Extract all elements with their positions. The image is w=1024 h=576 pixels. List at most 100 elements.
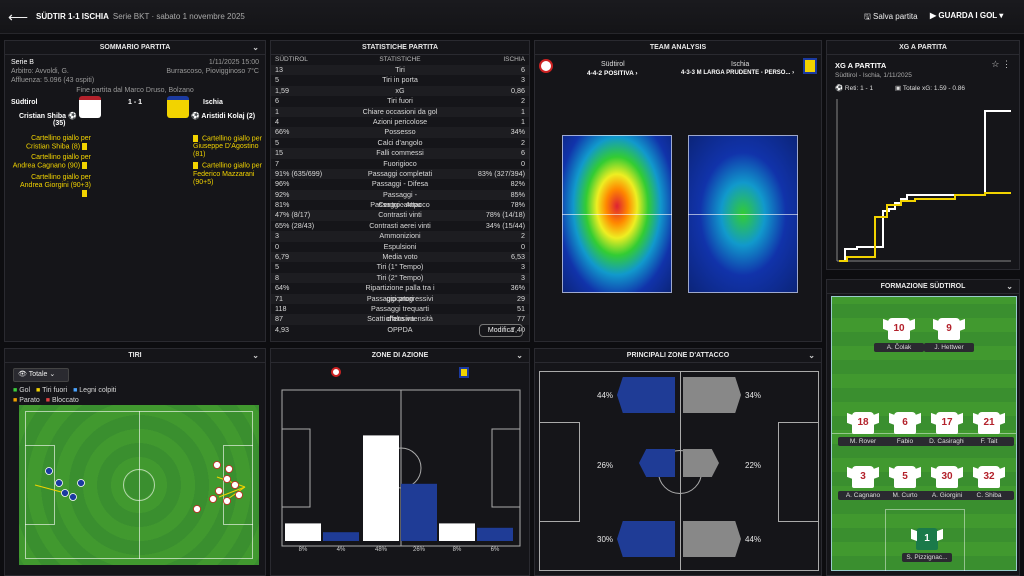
stat-home-value: 15 <box>275 148 283 158</box>
lineup-player[interactable]: 18 M. Rover <box>838 412 888 446</box>
stat-home-value: 6,79 <box>275 252 289 262</box>
stat-home-value: 118 <box>275 303 287 313</box>
modify-button[interactable]: Modifica <box>478 324 523 337</box>
stat-away-value: 2 <box>521 231 525 241</box>
home-attack-pct: 44% <box>597 391 614 400</box>
stats-row: 66% Possesso 34% <box>271 127 529 137</box>
away-kit-icon <box>167 96 189 118</box>
away-formation-link[interactable]: 4-3-3 M LARGA PRUDENTE - PERSO... › <box>681 70 795 76</box>
player-name: C. Shiba <box>964 491 1014 500</box>
chevron-down-icon[interactable]: ⌄ <box>1006 282 1013 291</box>
player-name: A. Cagnano <box>838 491 888 500</box>
home-zone-label: 48% <box>375 547 388 553</box>
lineup-player[interactable]: 17 D. Casiraghi <box>922 412 972 446</box>
home-scorer: Cristian Shiba ⚽ (35) <box>19 113 77 127</box>
chevron-down-icon[interactable]: ⌄ <box>516 351 523 360</box>
away-team-label: Ischia <box>731 61 750 68</box>
shirt-icon: 21 <box>978 412 1000 434</box>
player-name: Fabio <box>880 437 930 446</box>
home-zone-bar <box>285 523 321 541</box>
stat-away-value: 3 <box>521 262 525 272</box>
stat-name: Tiri (1° Tempo) <box>376 262 424 272</box>
stats-row: 91% (635/699) Passaggi completati 83% (327… <box>271 169 529 179</box>
player-name: F. Tait <box>964 437 1014 446</box>
save-match-button[interactable]: 🖫 Salva partita <box>864 12 918 21</box>
stat-home-value: 8 <box>275 272 279 282</box>
lineup-player[interactable]: 1 S. Pizzignac... <box>902 528 952 562</box>
star-icon[interactable]: ☆ ⋮ <box>991 59 1011 69</box>
home-card-item: Cartellino giallo per Andrea Giorgini (9… <box>11 174 91 198</box>
stats-row: 1,59 xG 0,86 <box>271 86 529 96</box>
action-zones-chart: 8% 4% 48% 26% 8% 6% <box>281 389 521 553</box>
shirt-icon: 30 <box>936 466 958 488</box>
stats-panel: STATISTICHE PARTITA SÜDTIROL STATISTICHE… <box>270 40 530 342</box>
away-card-item: Cartellino giallo per Federico Mazzarani… <box>193 162 262 186</box>
stat-away-value: 34% (15/44) <box>485 220 525 230</box>
stat-away-value: 34% <box>510 127 525 137</box>
home-formation-link[interactable]: 4-4-2 POSITIVA › <box>587 70 638 77</box>
lineup-player[interactable]: 5 M. Curto <box>880 466 930 500</box>
xg-panel: XG A PARTITA XG A PARTITA ☆ ⋮ Südtirol -… <box>826 40 1020 270</box>
stat-home-value: 47% (8/17) <box>275 210 311 220</box>
stat-home-value: 64% <box>275 283 290 293</box>
home-card-item: Cartellino giallo per Andrea Cagnano (90… <box>12 154 91 170</box>
chevron-down-icon[interactable]: ⌄ <box>808 351 815 360</box>
home-attack-pct: 30% <box>597 535 614 544</box>
home-zone-label: 8% <box>453 547 462 553</box>
away-attack-right <box>683 521 741 557</box>
lineup-player[interactable]: 6 Fabio <box>880 412 930 446</box>
away-team-name: Ischia <box>203 99 223 106</box>
stat-home-value: 71 <box>275 293 283 303</box>
stats-row: 65% (28/43) Contrasti aerei vinti 34% (15/… <box>271 221 529 231</box>
stat-home-value: 5 <box>275 137 279 147</box>
stats-row: 71 Passaggi progressivi 29 <box>271 294 529 304</box>
stat-name: OPPDA <box>387 324 413 334</box>
home-team-name: Südtirol <box>11 99 38 106</box>
watch-goals-button[interactable]: ▶ GUARDA I GOL ▾ <box>930 11 1004 20</box>
home-attack-right <box>617 521 675 557</box>
shots-pitch <box>19 405 259 565</box>
player-name: S. Pizzignac... <box>902 553 952 562</box>
stat-name: Scatti d'alta intensità <box>367 314 433 324</box>
stat-home-value: 66% <box>275 127 290 137</box>
eye-icon: 👁 <box>18 371 27 378</box>
shirt-icon: 9 <box>938 318 960 340</box>
stats-row: 6 Tiri fuori 2 <box>271 96 529 106</box>
page-title: SÜDTIR 1-1 ISCHIA Serie BKT · sabato 1 no… <box>36 12 245 21</box>
lineup-player[interactable]: 9 J. Hettwer <box>924 318 974 352</box>
stats-row: 47% (8/17) Contrasti vinti 78% (14/18) <box>271 210 529 220</box>
away-attack-center <box>683 449 719 477</box>
stats-row: 64% Ripartizione palla tra i giocatori 36% <box>271 283 529 302</box>
stat-name: Contrasti vinti <box>378 210 422 220</box>
lineup-player[interactable]: 32 C. Shiba <box>964 466 1014 500</box>
lineup-player[interactable]: 21 F. Tait <box>964 412 1014 446</box>
stats-row: 15 Falli commessi 6 <box>271 148 529 158</box>
chevron-down-icon[interactable]: ⌄ <box>252 351 259 360</box>
stat-name: Calci d'angolo <box>377 137 423 147</box>
stat-away-value: 85% <box>510 189 525 199</box>
lineup-player[interactable]: 30 A. Giorgini <box>922 466 972 500</box>
stats-home-header: SÜDTIROL <box>275 56 308 63</box>
away-zone-label: 4% <box>337 547 346 553</box>
stat-home-value: 96% <box>275 179 290 189</box>
xg-timeline-chart <box>836 99 1011 262</box>
stat-home-value: 5 <box>275 262 279 272</box>
back-arrow-icon[interactable]: ⟵ <box>8 9 29 25</box>
lineup-panel: FORMAZIONE SÜDTIROL ⌄ 10 A. Čolak 9 J. Hettw… <box>826 279 1020 576</box>
away-attack-pct: 44% <box>745 535 762 544</box>
stats-row: 5 Tiri (1° Tempo) 3 <box>271 262 529 272</box>
stat-home-value: 92% <box>275 189 290 199</box>
lineup-player[interactable]: 10 A. Čolak <box>874 318 924 352</box>
lineup-player[interactable]: 3 A. Cagnano <box>838 466 888 500</box>
shots-filter-select[interactable]: 👁 Totale ⌄ <box>13 368 69 382</box>
xg-teams: Südtirol - Ischia, 1/11/2025 <box>835 72 912 79</box>
stat-home-value: 6 <box>275 96 279 106</box>
stat-name: Media voto <box>382 252 418 262</box>
chevron-down-icon[interactable]: ⌄ <box>252 43 259 52</box>
xg-total: ▣ Totale xG: 1.59 - 0.86 <box>895 85 965 92</box>
score: 1 - 1 <box>127 99 142 106</box>
player-name: A. Čolak <box>874 343 924 352</box>
stat-away-value: 2 <box>521 137 525 147</box>
stat-name: Tiri (2° Tempo) <box>376 272 424 282</box>
away-zone-bar <box>477 527 513 541</box>
